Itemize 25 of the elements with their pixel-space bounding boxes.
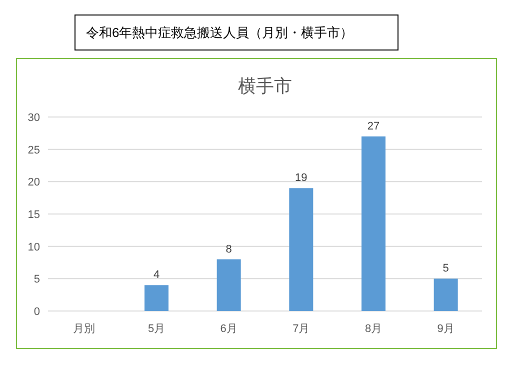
x-tick-label: 5月 <box>148 323 166 335</box>
data-label: 4 <box>153 269 160 282</box>
bar <box>434 278 458 311</box>
y-tick-label: 0 <box>34 306 40 318</box>
chart-subtitle: 横手市 <box>238 76 292 96</box>
x-tick-label: 6月 <box>220 323 238 335</box>
y-tick-label: 5 <box>34 274 40 286</box>
y-tick-label: 25 <box>28 144 40 156</box>
bar <box>362 136 386 311</box>
y-tick-label: 10 <box>28 241 40 254</box>
data-label: 5 <box>442 262 449 275</box>
x-tick-label: 月別 <box>73 323 96 335</box>
bar <box>144 285 168 311</box>
chart-title: 令和6年熱中症救急搬送人員（月別・横手市） <box>86 25 354 40</box>
bar <box>289 188 314 311</box>
y-tick-label: 15 <box>28 209 40 221</box>
x-tick-label: 9月 <box>437 323 454 335</box>
bar <box>216 259 241 311</box>
data-label: 19 <box>295 172 308 184</box>
data-label: 8 <box>226 243 232 256</box>
data-label: 27 <box>367 120 380 132</box>
y-tick-label: 30 <box>28 112 40 124</box>
x-tick-label: 7月 <box>292 323 310 335</box>
x-tick-label: 8月 <box>364 323 382 335</box>
y-tick-label: 20 <box>28 176 40 189</box>
